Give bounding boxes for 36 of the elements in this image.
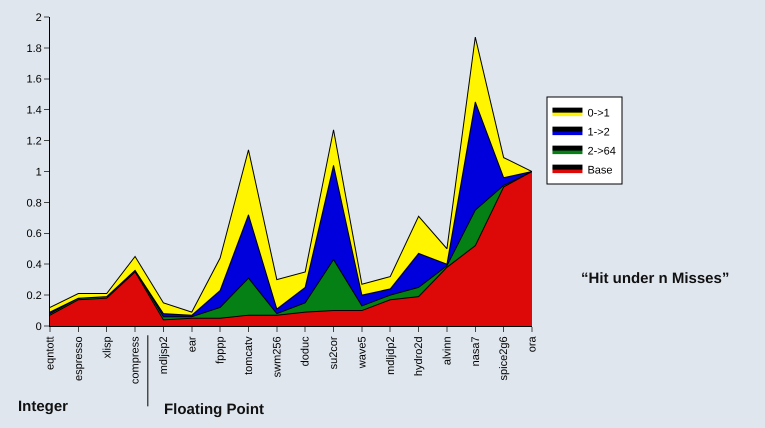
y-tick-label: 2 [36, 12, 42, 24]
x-tick-label: xlisp [101, 336, 114, 358]
x-tick-label: fpppp [214, 336, 227, 364]
x-tick-label: tomcatv [243, 336, 256, 375]
x-tick-label: eqntott [44, 336, 57, 370]
y-tick-label: 0.4 [26, 259, 42, 272]
y-tick-label: 1.8 [26, 42, 42, 55]
legend-label: 0->1 [587, 107, 610, 120]
x-tick-label: hydro2d [413, 336, 426, 376]
text: “Hit under n Misses” [581, 270, 730, 287]
y-tick-label: 1.6 [26, 74, 42, 86]
y-tick-label: 1.2 [26, 135, 42, 148]
x-tick-label: espresso [72, 336, 85, 382]
x-tick-label: doduc [300, 336, 312, 366]
text: Integer [18, 398, 68, 415]
x-tick-label: spice2g6 [498, 336, 510, 380]
x-tick-label: mdljsp2 [158, 336, 170, 374]
text: Floating Point [164, 401, 264, 418]
y-tick-label: 0 [36, 320, 42, 333]
x-tick-label: su2cor [328, 336, 340, 370]
x-tick-label: nasa7 [470, 336, 482, 366]
x-tick-label: compress [130, 336, 142, 384]
x-tick-label: wave5 [356, 336, 368, 370]
y-tick-label: 0.8 [26, 197, 42, 210]
legend-label: 2->64 [587, 145, 616, 158]
x-tick-label: mdljdp2 [384, 336, 397, 375]
y-tick-label: 0.2 [26, 290, 42, 302]
y-tick-label: 1 [36, 166, 42, 178]
x-tick-label: ear [186, 336, 198, 352]
x-tick-label: ora [526, 336, 539, 352]
y-tick-label: 0.6 [26, 228, 42, 240]
y-tick-label: 1.4 [26, 104, 42, 117]
legend-label: 1->2 [587, 126, 610, 138]
x-tick-label: alvinn [442, 336, 454, 366]
x-tick-label: swm256 [271, 336, 284, 378]
legend-label: Base [587, 164, 613, 176]
